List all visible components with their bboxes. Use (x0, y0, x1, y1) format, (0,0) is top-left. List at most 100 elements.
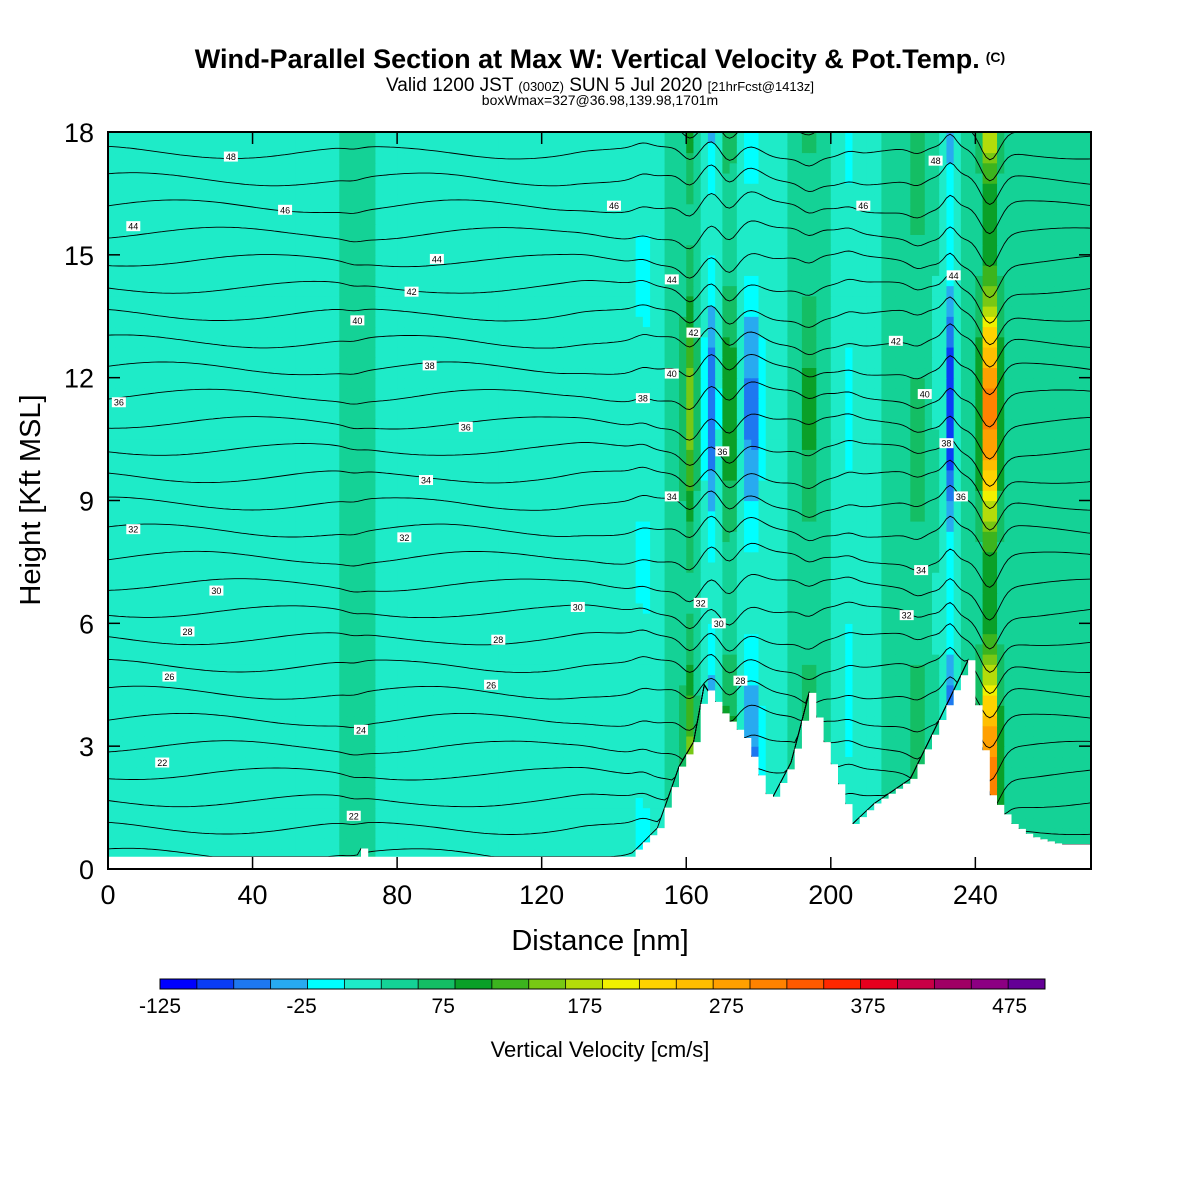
w-cell (346, 766, 355, 778)
w-cell (404, 787, 413, 798)
w-cell (599, 664, 608, 676)
w-cell (563, 664, 572, 676)
w-cell (418, 797, 427, 809)
w-cell (122, 664, 131, 676)
w-cell (440, 490, 449, 502)
w-cell (671, 572, 680, 583)
w-cell (238, 623, 246, 635)
w-cell (295, 766, 304, 778)
w-cell (483, 746, 492, 758)
w-cell (1062, 633, 1070, 645)
w-cell (859, 715, 868, 727)
w-cell (903, 684, 911, 696)
w-cell (151, 582, 160, 594)
w-cell (982, 592, 991, 604)
w-cell (295, 746, 304, 758)
w-cell (173, 838, 181, 850)
w-cell (108, 787, 116, 798)
w-cell (122, 725, 131, 737)
w-cell (715, 582, 723, 594)
w-cell (866, 694, 875, 706)
w-cell (693, 654, 702, 665)
w-cell (1076, 623, 1085, 635)
w-cell (288, 746, 297, 758)
w-cell (1069, 520, 1078, 532)
w-cell (744, 725, 752, 737)
w-cell (1062, 807, 1070, 819)
w-cell (433, 756, 442, 768)
w-cell (910, 592, 919, 604)
w-cell (606, 828, 615, 839)
w-cell (628, 684, 637, 696)
w-cell (1083, 807, 1091, 819)
w-cell (1076, 838, 1085, 850)
w-cell (816, 664, 825, 676)
w-cell (577, 490, 586, 502)
w-cell (144, 797, 152, 809)
w-cell (577, 766, 586, 778)
w-cell (845, 674, 854, 686)
w-cell (238, 694, 246, 706)
w-cell (259, 510, 268, 522)
w-cell (664, 500, 673, 512)
w-cell (368, 797, 377, 809)
w-cell (129, 510, 138, 522)
w-cell (375, 613, 384, 624)
w-cell (866, 715, 875, 727)
w-cell (823, 520, 832, 532)
w-cell (469, 776, 478, 788)
w-cell (389, 520, 398, 532)
w-cell (447, 551, 456, 563)
w-cell (433, 623, 442, 635)
w-cell (563, 623, 572, 635)
w-cell (144, 561, 152, 573)
w-cell (201, 541, 210, 553)
w-cell (491, 807, 499, 819)
w-cell (866, 787, 875, 798)
w-cell (751, 705, 760, 717)
w-cell (433, 602, 442, 614)
w-cell (259, 572, 268, 583)
w-cell (1047, 654, 1056, 665)
w-cell (613, 807, 622, 819)
w-cell (288, 807, 297, 819)
w-cell (606, 490, 615, 502)
w-cell (216, 602, 225, 614)
w-cell (418, 684, 427, 696)
w-cell (288, 684, 297, 696)
w-cell (585, 572, 593, 583)
w-cell (1047, 756, 1056, 768)
w-cell (158, 633, 167, 645)
w-cell (317, 725, 326, 737)
w-cell (715, 654, 723, 665)
w-cell (303, 694, 311, 706)
w-cell (830, 592, 839, 604)
w-cell (201, 623, 210, 635)
w-cell (440, 613, 449, 624)
w-cell (512, 633, 521, 645)
w-cell (570, 694, 579, 706)
w-cell (404, 654, 413, 665)
w-cell (498, 797, 507, 809)
w-cell (360, 531, 369, 543)
w-cell (151, 654, 160, 665)
w-cell (787, 510, 796, 522)
w-cell (274, 746, 283, 758)
w-cell (534, 694, 543, 706)
w-cell (1011, 582, 1020, 594)
w-cell (534, 776, 543, 788)
w-cell (180, 582, 189, 594)
w-cell (1083, 602, 1091, 614)
w-cell (635, 715, 644, 727)
w-cell (129, 500, 138, 512)
w-cell (476, 602, 485, 614)
w-cell (751, 592, 760, 604)
w-cell (780, 623, 789, 635)
w-cell (960, 654, 969, 665)
w-cell (563, 633, 572, 645)
w-cell (975, 500, 984, 512)
w-cell (946, 613, 955, 624)
w-cell (975, 572, 984, 583)
w-cell (635, 572, 644, 583)
w-cell (801, 520, 810, 532)
